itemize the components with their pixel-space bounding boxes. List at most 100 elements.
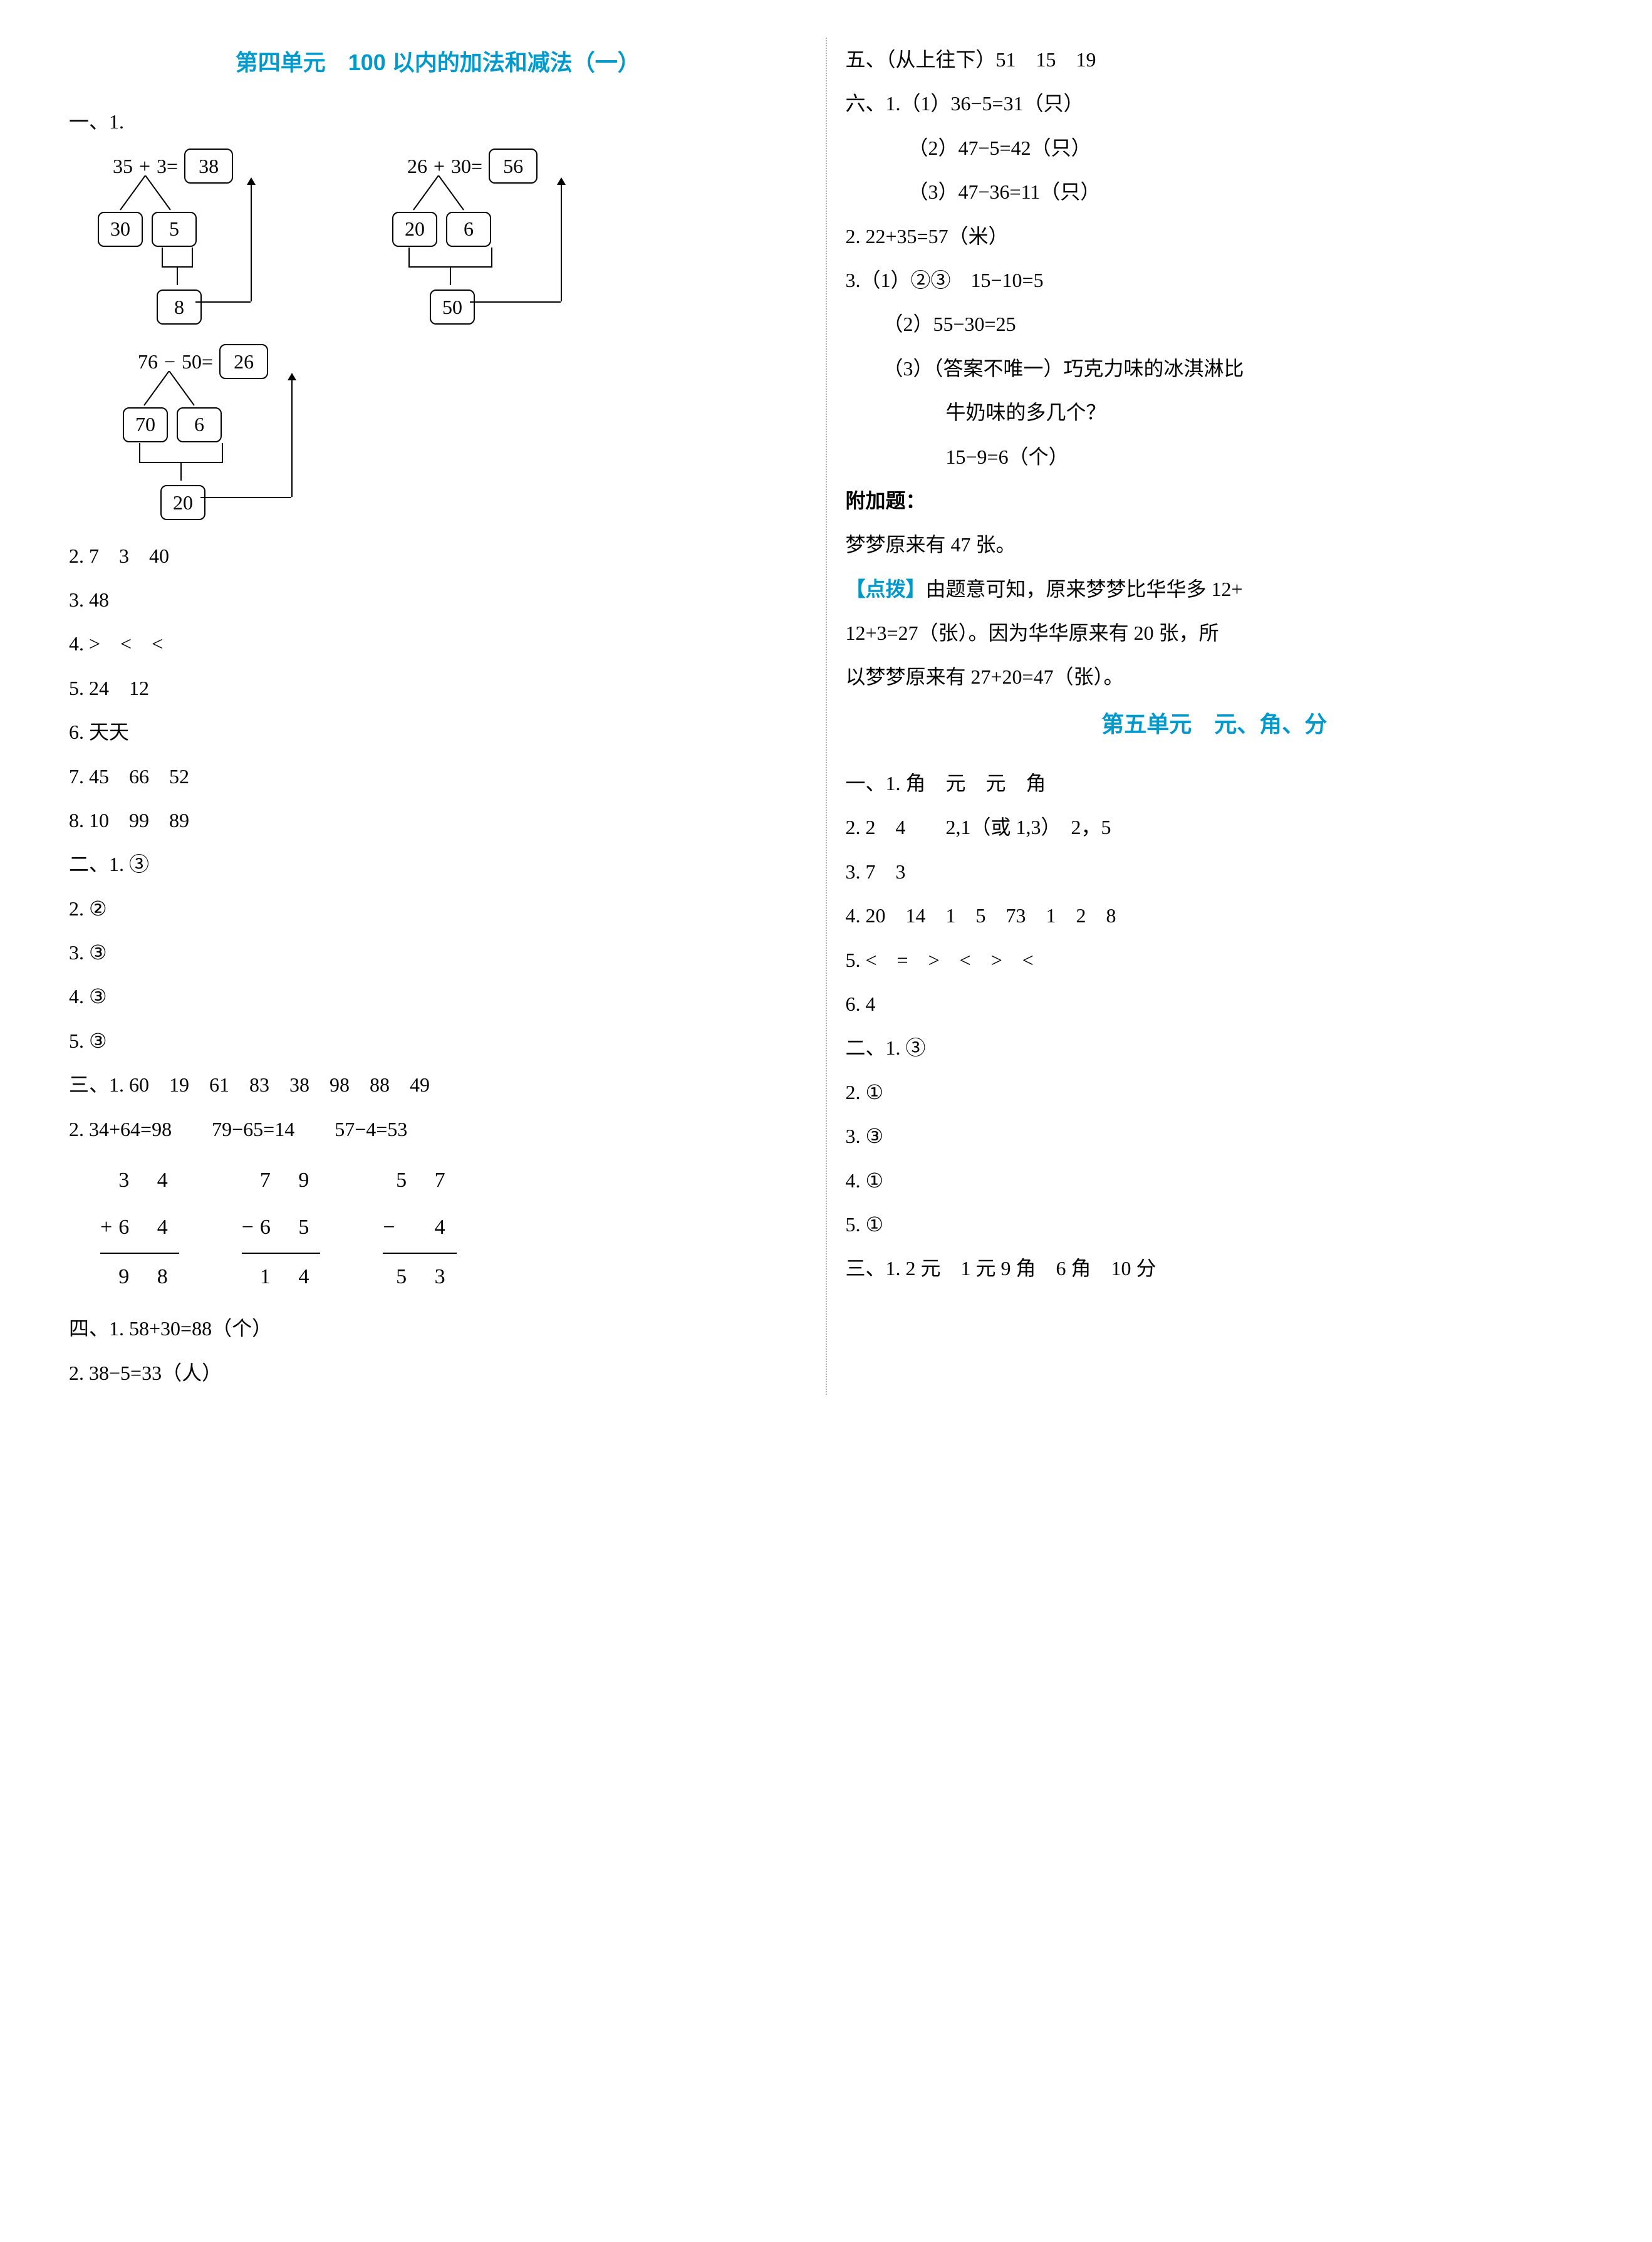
vcalc3-top: 5 7 [383, 1157, 456, 1204]
l-s3-1: 三、1. 60 19 61 83 38 98 88 49 [69, 1063, 807, 1107]
diag2-split-a: 20 [392, 212, 437, 247]
hint-line1: 【点拨】由题意可知，原来梦梦比华华多 12+ [846, 567, 1584, 611]
hint-text2: 12+3=27（张）。因为华华原来有 20 张，所 [846, 611, 1584, 655]
addon-1: 梦梦原来有 47 张。 [846, 523, 1584, 566]
r-s6-3-1: 3.（1）②③ 15−10=5 [846, 258, 1584, 302]
l-q2: 2. 7 3 40 [69, 534, 807, 578]
vertical-calcs: 3 4 +6 4 9 8 7 9 −6 5 1 4 5 7 − 4 5 3 [100, 1157, 807, 1300]
diag1-bottom: 8 [157, 289, 202, 325]
l-s4-1: 四、1. 58+30=88（个） [69, 1306, 807, 1350]
l-q6: 6. 天天 [69, 710, 807, 754]
u5-s2-4: 4. ① [846, 1159, 1584, 1202]
l-q3: 3. 48 [69, 578, 807, 622]
diag3-split-b: 6 [177, 407, 222, 442]
r-s5: 五、（从上往下）51 15 19 [846, 38, 1584, 81]
diag3-bottom: 20 [160, 485, 205, 520]
vcalc1-midv: 6 4 [118, 1216, 179, 1239]
u5-s3-1: 三、1. 2 元 1 元 9 角 6 角 10 分 [846, 1246, 1584, 1290]
diag3-h [200, 497, 291, 498]
diag1-split-a: 30 [98, 212, 143, 247]
vcalc-2: 7 9 −6 5 1 4 [242, 1157, 321, 1300]
u5-s2-5: 5. ① [846, 1202, 1584, 1246]
r-s6-3-2: （2）55−30=25 [846, 302, 1584, 346]
diag1-h [195, 301, 251, 303]
u5-s1-3: 3. 7 3 [846, 850, 1584, 894]
diag1-bottom-box: 8 [157, 285, 202, 329]
diag3-pair: 70 6 [123, 407, 222, 442]
vcalc2-op: − [242, 1216, 254, 1239]
r-s6-3-3: （3）（答案不唯一）巧克力味的冰淇淋比 [846, 347, 1584, 390]
u5-s2-1: 二、1. ③ [846, 1026, 1584, 1070]
diagram-2: 26 + 30= 56 20 6 50 [382, 144, 645, 332]
r-s6-1-2: （2）47−5=42（只） [846, 126, 1584, 170]
l-q8: 8. 10 99 89 [69, 798, 807, 842]
vcalc2-midv: 6 5 [260, 1216, 321, 1239]
left-column: 第四单元 100 以内的加法和减法（一） 一、1. 35 + 3= 38 30 … [50, 38, 826, 1395]
l-s4-2: 2. 38−5=33（人） [69, 1351, 807, 1395]
l-s3-2: 2. 34+64=98 79−65=14 57−4=53 [69, 1107, 807, 1151]
vcalc1-top: 3 4 [100, 1157, 179, 1204]
diag2-h [470, 301, 561, 303]
diagram-1: 35 + 3= 38 30 5 8 [75, 144, 338, 332]
diag1-arrow [251, 179, 252, 301]
vcalc3-bot: 5 3 [383, 1254, 456, 1301]
q1-label: 一、1. [69, 100, 124, 143]
diag1-bracket [162, 248, 193, 268]
addon-label: 附加题： [846, 479, 1584, 523]
l-q7: 7. 45 66 52 [69, 754, 807, 798]
r-s6-3-3c: 15−9=6（个） [846, 435, 1584, 479]
right-column: 五、（从上往下）51 15 19 六、1.（1）36−5=31（只） （2）47… [827, 38, 1603, 1395]
diag2-result-box: 56 [489, 149, 538, 184]
r-s6-1: 六、1.（1）36−5=31（只） [846, 81, 1584, 125]
diag2-bracket [408, 248, 492, 268]
r-s6-2: 2. 22+35=57（米） [846, 214, 1584, 258]
u5-s1-1: 一、1. 角 元 元 角 [846, 761, 1584, 805]
u5-s1-6: 6. 4 [846, 982, 1584, 1026]
vcalc1-op: + [100, 1216, 112, 1239]
diagrams-row1: 35 + 3= 38 30 5 8 [69, 144, 807, 332]
l-s2-3: 3. ③ [69, 931, 807, 974]
diagram-3: 76 − 50= 26 70 6 20 [113, 340, 388, 534]
l-q4: 4. > < < [69, 622, 807, 665]
diag2-pair: 20 6 [392, 212, 491, 247]
diag3-result-box: 26 [219, 344, 268, 379]
vcalc-3: 5 7 − 4 5 3 [383, 1157, 456, 1300]
diag3-bottom-box: 20 [160, 481, 205, 524]
r-s6-3-3b: 牛奶味的多几个？ [846, 390, 1584, 434]
vcalc3-mid: − 4 [383, 1204, 456, 1254]
l-s2-1: 二、1. ③ [69, 842, 807, 886]
vcalc1-bot: 9 8 [100, 1254, 179, 1301]
diag1-pair: 30 5 [98, 212, 197, 247]
diag1-split-b: 5 [152, 212, 197, 247]
vcalc3-midv: 4 [402, 1216, 457, 1239]
diag3-bracket [139, 443, 223, 463]
vcalc2-mid: −6 5 [242, 1204, 321, 1254]
u5-s2-2: 2. ① [846, 1070, 1584, 1114]
diag3-split-a: 70 [123, 407, 168, 442]
page: 第四单元 100 以内的加法和减法（一） 一、1. 35 + 3= 38 30 … [50, 38, 1602, 1395]
l-s2-4: 4. ③ [69, 974, 807, 1018]
u5-s1-5: 5. < = > < > < [846, 938, 1584, 982]
hint-tag: 【点拨】 [846, 578, 926, 600]
diag2-bottom-box: 50 [430, 285, 475, 329]
l-q5: 5. 24 12 [69, 666, 807, 710]
vcalc3-op: − [383, 1216, 395, 1239]
u5-s2-3: 3. ③ [846, 1114, 1584, 1158]
diag2-arrow [561, 179, 562, 301]
vcalc2-bot: 1 4 [242, 1254, 321, 1301]
u5-s1-2: 2. 2 4 2,1（或 1,3） 2，5 [846, 805, 1584, 849]
unit5-title: 第五单元 元、角、分 [846, 699, 1584, 749]
vcalc1-mid: +6 4 [100, 1204, 179, 1254]
l-s2-5: 5. ③ [69, 1019, 807, 1063]
vcalc-1: 3 4 +6 4 9 8 [100, 1157, 179, 1300]
hint-text1: 由题意可知，原来梦梦比华华多 12+ [926, 578, 1243, 600]
unit4-title: 第四单元 100 以内的加法和减法（一） [69, 38, 807, 87]
u5-s1-4: 4. 20 14 1 5 73 1 2 8 [846, 894, 1584, 937]
hint-text3: 以梦梦原来有 27+20=47（张）。 [846, 655, 1584, 699]
diag1-result-box: 38 [184, 149, 233, 184]
diag2-bottom: 50 [430, 289, 475, 325]
r-s6-1-3: （3）47−36=11（只） [846, 170, 1584, 214]
diag2-split-b: 6 [446, 212, 491, 247]
diag3-arrow [291, 374, 293, 497]
vcalc2-top: 7 9 [242, 1157, 321, 1204]
